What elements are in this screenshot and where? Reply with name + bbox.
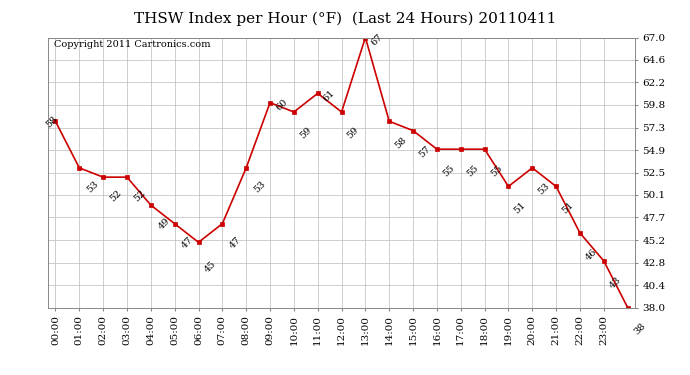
Text: THSW Index per Hour (°F)  (Last 24 Hours) 20110411: THSW Index per Hour (°F) (Last 24 Hours)… bbox=[134, 11, 556, 26]
Text: 57: 57 bbox=[417, 144, 433, 160]
Text: 49: 49 bbox=[157, 216, 172, 231]
Text: 61: 61 bbox=[322, 88, 337, 103]
Text: 55: 55 bbox=[441, 163, 456, 178]
Text: 47: 47 bbox=[228, 235, 243, 250]
Text: 58: 58 bbox=[393, 135, 408, 150]
Text: 58: 58 bbox=[44, 114, 59, 129]
Text: 55: 55 bbox=[489, 163, 504, 178]
Text: 46: 46 bbox=[584, 247, 599, 262]
Text: 53: 53 bbox=[252, 179, 267, 194]
Text: 53: 53 bbox=[85, 179, 100, 194]
Text: 45: 45 bbox=[203, 259, 218, 274]
Text: 38: 38 bbox=[632, 321, 647, 336]
Text: 59: 59 bbox=[298, 126, 313, 141]
Text: 53: 53 bbox=[536, 182, 551, 197]
Text: 52: 52 bbox=[109, 188, 124, 203]
Text: 52: 52 bbox=[132, 188, 148, 203]
Text: 55: 55 bbox=[465, 163, 480, 178]
Text: 51: 51 bbox=[560, 200, 575, 216]
Text: 60: 60 bbox=[274, 97, 289, 112]
Text: 43: 43 bbox=[608, 275, 623, 290]
Text: 59: 59 bbox=[346, 126, 361, 141]
Text: Copyright 2011 Cartronics.com: Copyright 2011 Cartronics.com bbox=[55, 40, 210, 49]
Text: 51: 51 bbox=[513, 200, 528, 216]
Text: 47: 47 bbox=[180, 235, 195, 250]
Text: 67: 67 bbox=[370, 32, 384, 47]
